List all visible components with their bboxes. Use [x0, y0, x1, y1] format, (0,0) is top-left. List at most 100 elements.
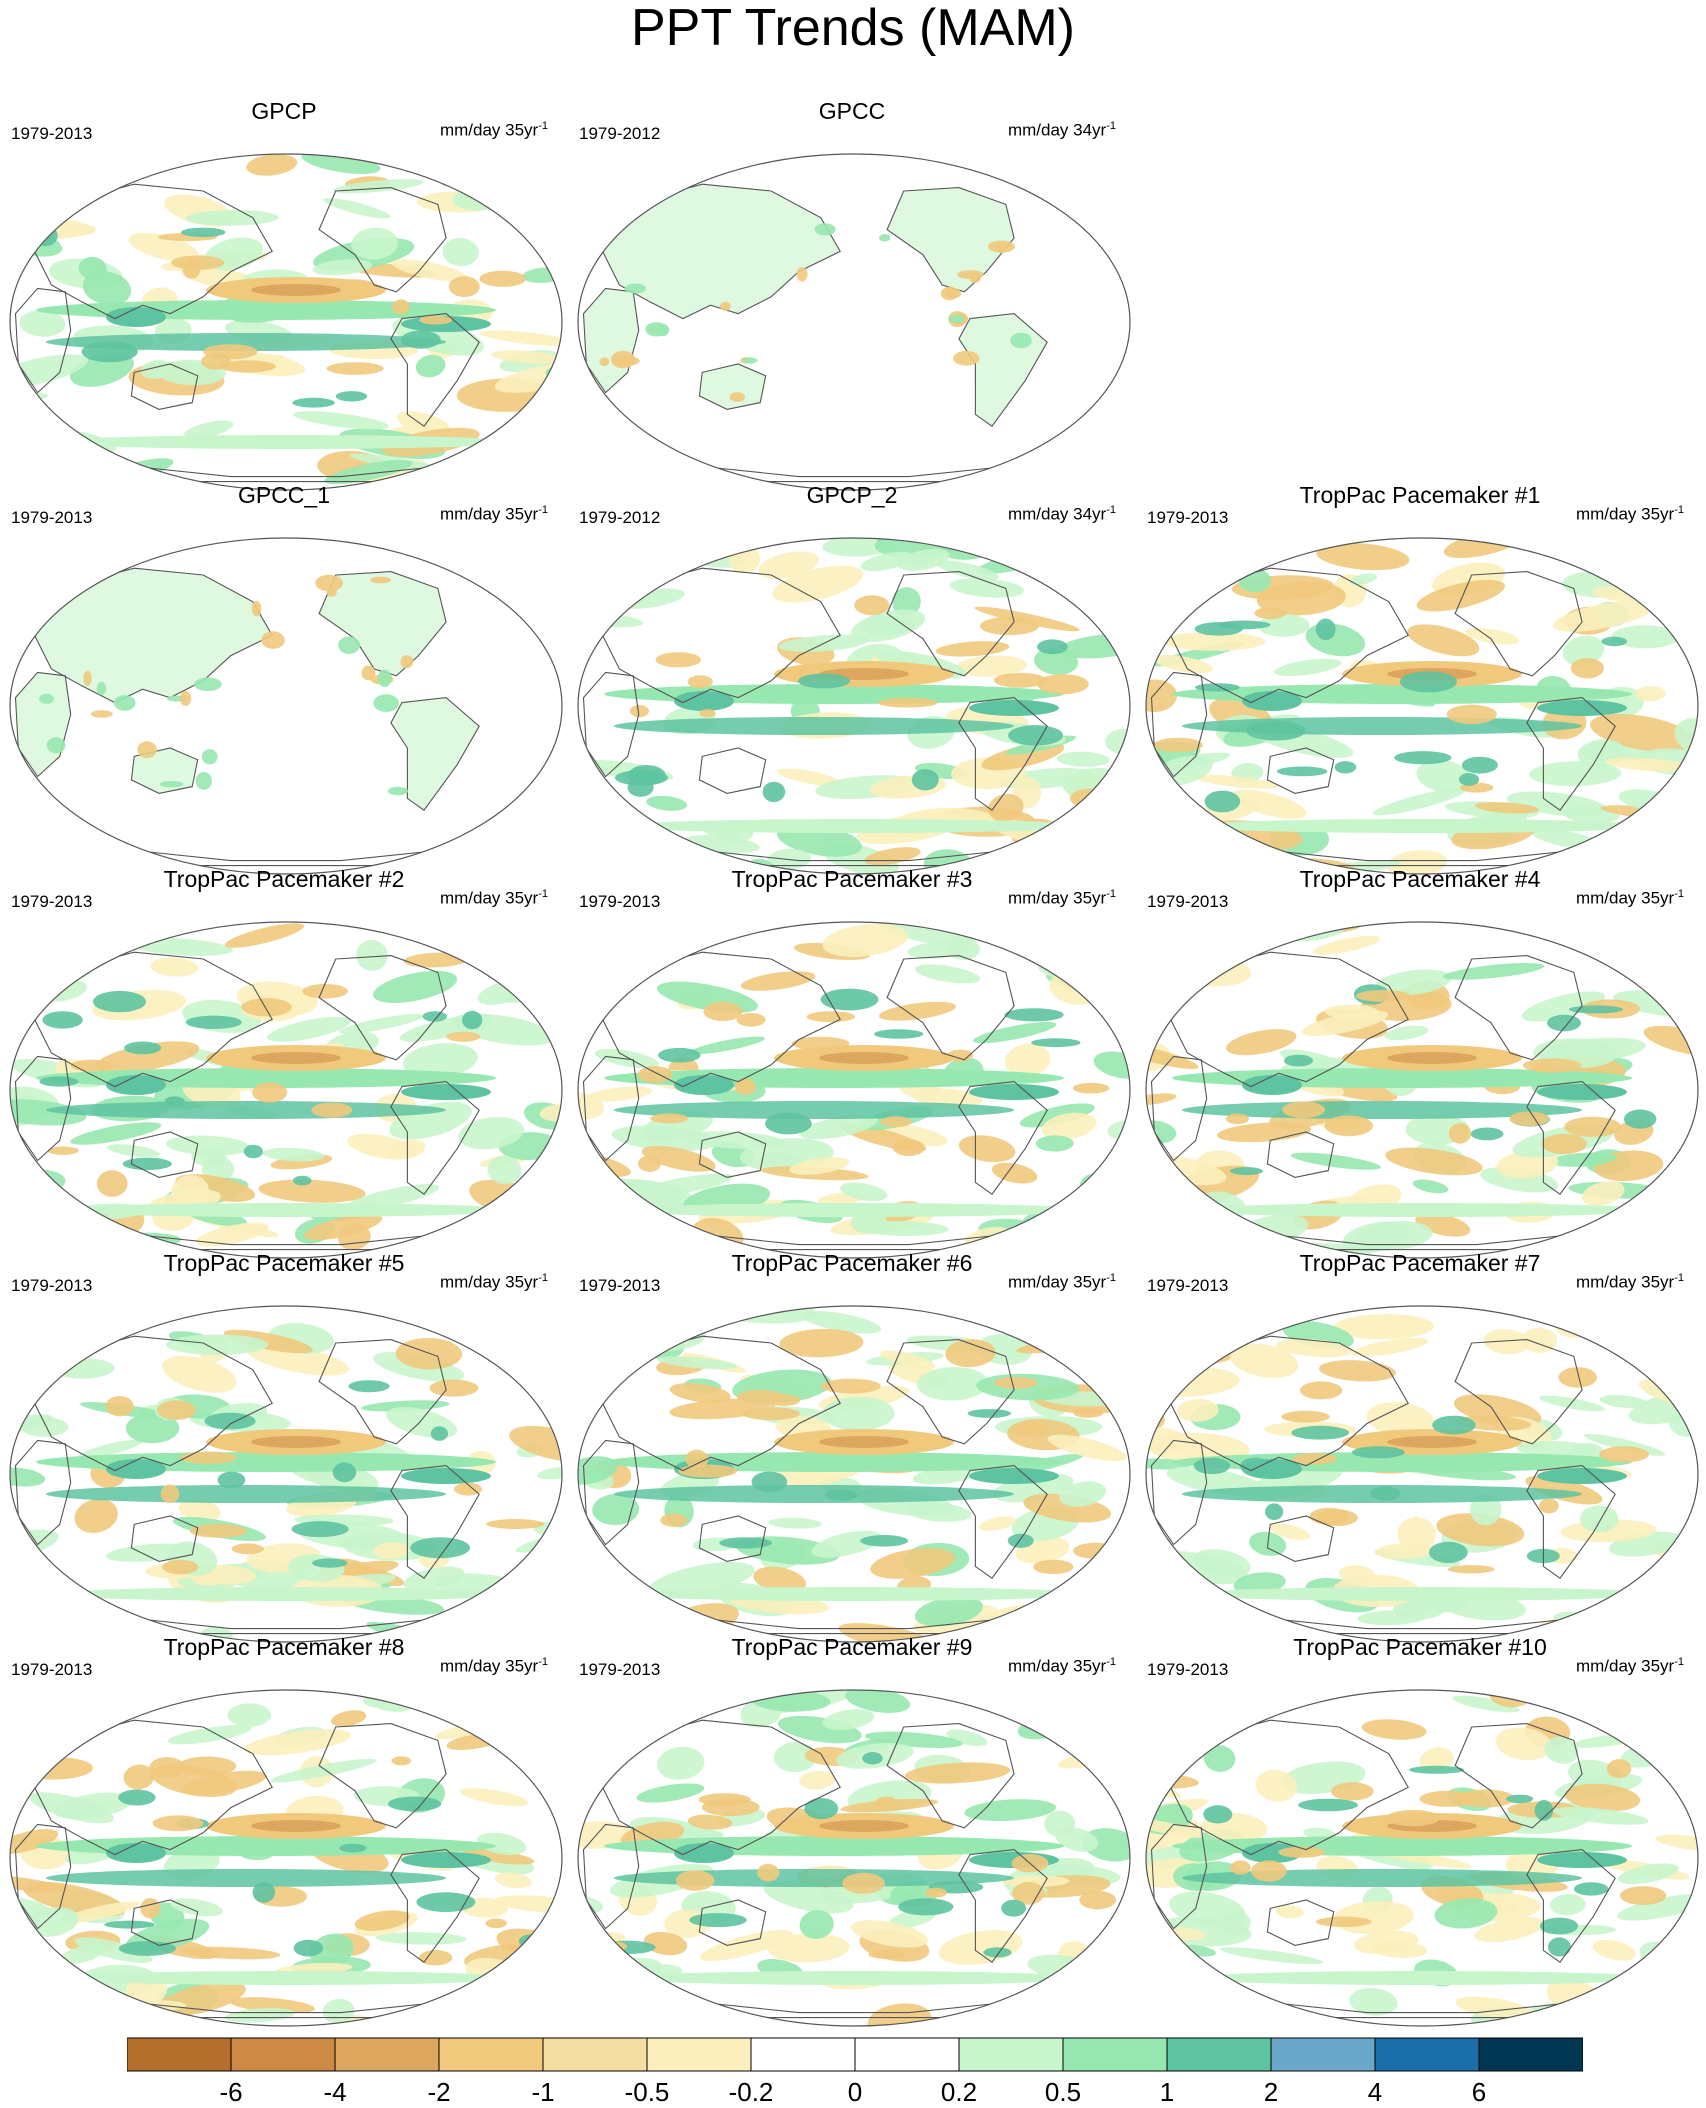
map-panel: TropPac Pacemaker #5 1979-2013 mm/day 35yr…	[0, 1244, 568, 1643]
colorbar-swatch	[1166, 2037, 1272, 2072]
colorbar-tick-label: -0.2	[728, 2077, 774, 2107]
colorbar-tick-label: -6	[219, 2077, 243, 2107]
panel-period: 1979-2013	[11, 1276, 93, 1295]
map-boundary	[9, 1689, 563, 2027]
panel-units: mm/day 34yr-1	[1008, 504, 1116, 525]
panel-units-text: mm/day 35yr	[1575, 888, 1675, 908]
panel-title: TropPac Pacemaker #3	[731, 866, 973, 892]
panel-title: GPCC	[818, 98, 886, 124]
map-boundary	[9, 1305, 563, 1643]
coastline	[390, 1465, 480, 1579]
colorbar-swatch	[958, 2037, 1064, 2072]
projection-map	[1145, 1305, 1699, 1643]
panel-title: TropPac Pacemaker #1	[1299, 482, 1541, 508]
panel-units-exponent: -1	[538, 888, 548, 900]
projection-map	[577, 921, 1131, 1259]
panel-units: mm/day 35yr-1	[1008, 1272, 1116, 1293]
map-boundary	[1145, 921, 1699, 1259]
colorbar-tick-label: -0.5	[624, 2077, 670, 2107]
panel-title: GPCP	[251, 98, 317, 124]
panel-units-exponent: -1	[1106, 504, 1116, 516]
coastline	[130, 747, 199, 794]
panel-units: mm/day 35yr-1	[1576, 504, 1684, 525]
map-panel: TropPac Pacemaker #9 1979-2013 mm/day 35yr…	[568, 1628, 1136, 2027]
map-boundary	[577, 921, 1131, 1259]
coastline	[390, 1849, 480, 1963]
coastline	[1266, 1515, 1335, 1562]
map-field	[1146, 1306, 1698, 1642]
colorbar-tick-label: 2	[1263, 2077, 1279, 2107]
panel-title: GPCC_1	[237, 482, 331, 508]
coastline	[31, 567, 273, 704]
coastline	[31, 183, 273, 320]
coastline	[1167, 1335, 1409, 1472]
colorbar-swatch	[334, 2037, 440, 2072]
projection-map	[9, 1689, 563, 2027]
panel-period: 1979-2013	[11, 508, 93, 527]
coastline	[318, 955, 447, 1061]
colorbar-tick-label: 0.2	[940, 2077, 978, 2107]
map-boundary	[9, 921, 563, 1259]
projection-map	[577, 1689, 1131, 2027]
map-panel: TropPac Pacemaker #6 1979-2013 mm/day 35yr…	[568, 1244, 1136, 1643]
coastline	[31, 1719, 273, 1856]
panel-units-text: mm/day 35yr	[1575, 504, 1675, 524]
coastline	[1526, 697, 1616, 811]
colorbar-swatch	[230, 2037, 336, 2072]
projection-map	[577, 537, 1131, 875]
panel-units-text: mm/day 34yr	[1007, 504, 1107, 524]
figure-title: PPT Trends (MAM)	[630, 0, 1075, 57]
colorbar-swatch	[1478, 2037, 1583, 2072]
map-field	[1146, 538, 1698, 874]
colorbar-swatch	[750, 2037, 856, 2072]
colorbar-swatch	[127, 2037, 232, 2072]
panel-units-exponent: -1	[1106, 120, 1116, 132]
coastline	[318, 1339, 447, 1445]
coastline	[698, 1899, 767, 1946]
panel-units-text: mm/day 35yr	[1007, 1656, 1107, 1676]
coastline	[1454, 571, 1583, 677]
panel-units: mm/day 35yr-1	[440, 1272, 548, 1293]
panel-period: 1979-2012	[579, 508, 661, 527]
panel-title: TropPac Pacemaker #5	[163, 1250, 405, 1276]
coastline	[698, 1131, 767, 1178]
panel-units-exponent: -1	[1674, 1272, 1684, 1284]
panel-units-exponent: -1	[538, 120, 548, 132]
map-boundary	[1145, 537, 1699, 875]
colorbar-swatch	[1062, 2037, 1168, 2072]
coastline	[599, 1719, 841, 1856]
panel-period: 1979-2013	[11, 124, 93, 143]
coastline	[1266, 1131, 1335, 1178]
map-field	[578, 154, 1130, 490]
coastline	[1526, 1081, 1616, 1195]
coastline	[390, 313, 480, 427]
panel-period: 1979-2013	[11, 1660, 93, 1679]
map-boundary	[1145, 1305, 1699, 1643]
coastline	[1167, 567, 1409, 704]
coastline	[390, 697, 480, 811]
panel-period: 1979-2013	[1147, 892, 1229, 911]
panel-period: 1979-2013	[11, 892, 93, 911]
panel-title: GPCP_2	[806, 482, 898, 508]
colorbar-swatches	[127, 2037, 1583, 2072]
map-boundary	[577, 537, 1131, 875]
coastline	[130, 363, 199, 410]
map-boundary	[9, 153, 563, 491]
panel-units-text: mm/day 35yr	[439, 1272, 539, 1292]
panel-units-exponent: -1	[1674, 1656, 1684, 1668]
panel-units: mm/day 35yr-1	[1576, 1656, 1684, 1677]
colorbar-swatch	[542, 2037, 648, 2072]
panel-units: mm/day 34yr-1	[1008, 120, 1116, 141]
map-panel: TropPac Pacemaker #1 1979-2013 mm/day 35yr…	[1136, 476, 1704, 875]
panel-period: 1979-2013	[1147, 1660, 1229, 1679]
colorbar-tick-label: 6	[1471, 2077, 1487, 2107]
map-panel: TropPac Pacemaker #7 1979-2013 mm/day 35yr…	[1136, 1244, 1704, 1643]
coastline	[958, 1465, 1048, 1579]
map-panel: TropPac Pacemaker #10 1979-2013 mm/day 35y…	[1136, 1628, 1704, 2027]
projection-map	[1145, 537, 1699, 875]
panel-title: TropPac Pacemaker #6	[731, 1250, 973, 1276]
coastline	[886, 571, 1015, 677]
panel-period: 1979-2013	[579, 1660, 661, 1679]
map-panel: GPCC 1979-2012 mm/day 34yr-1	[568, 92, 1136, 491]
projection-map	[9, 537, 563, 875]
